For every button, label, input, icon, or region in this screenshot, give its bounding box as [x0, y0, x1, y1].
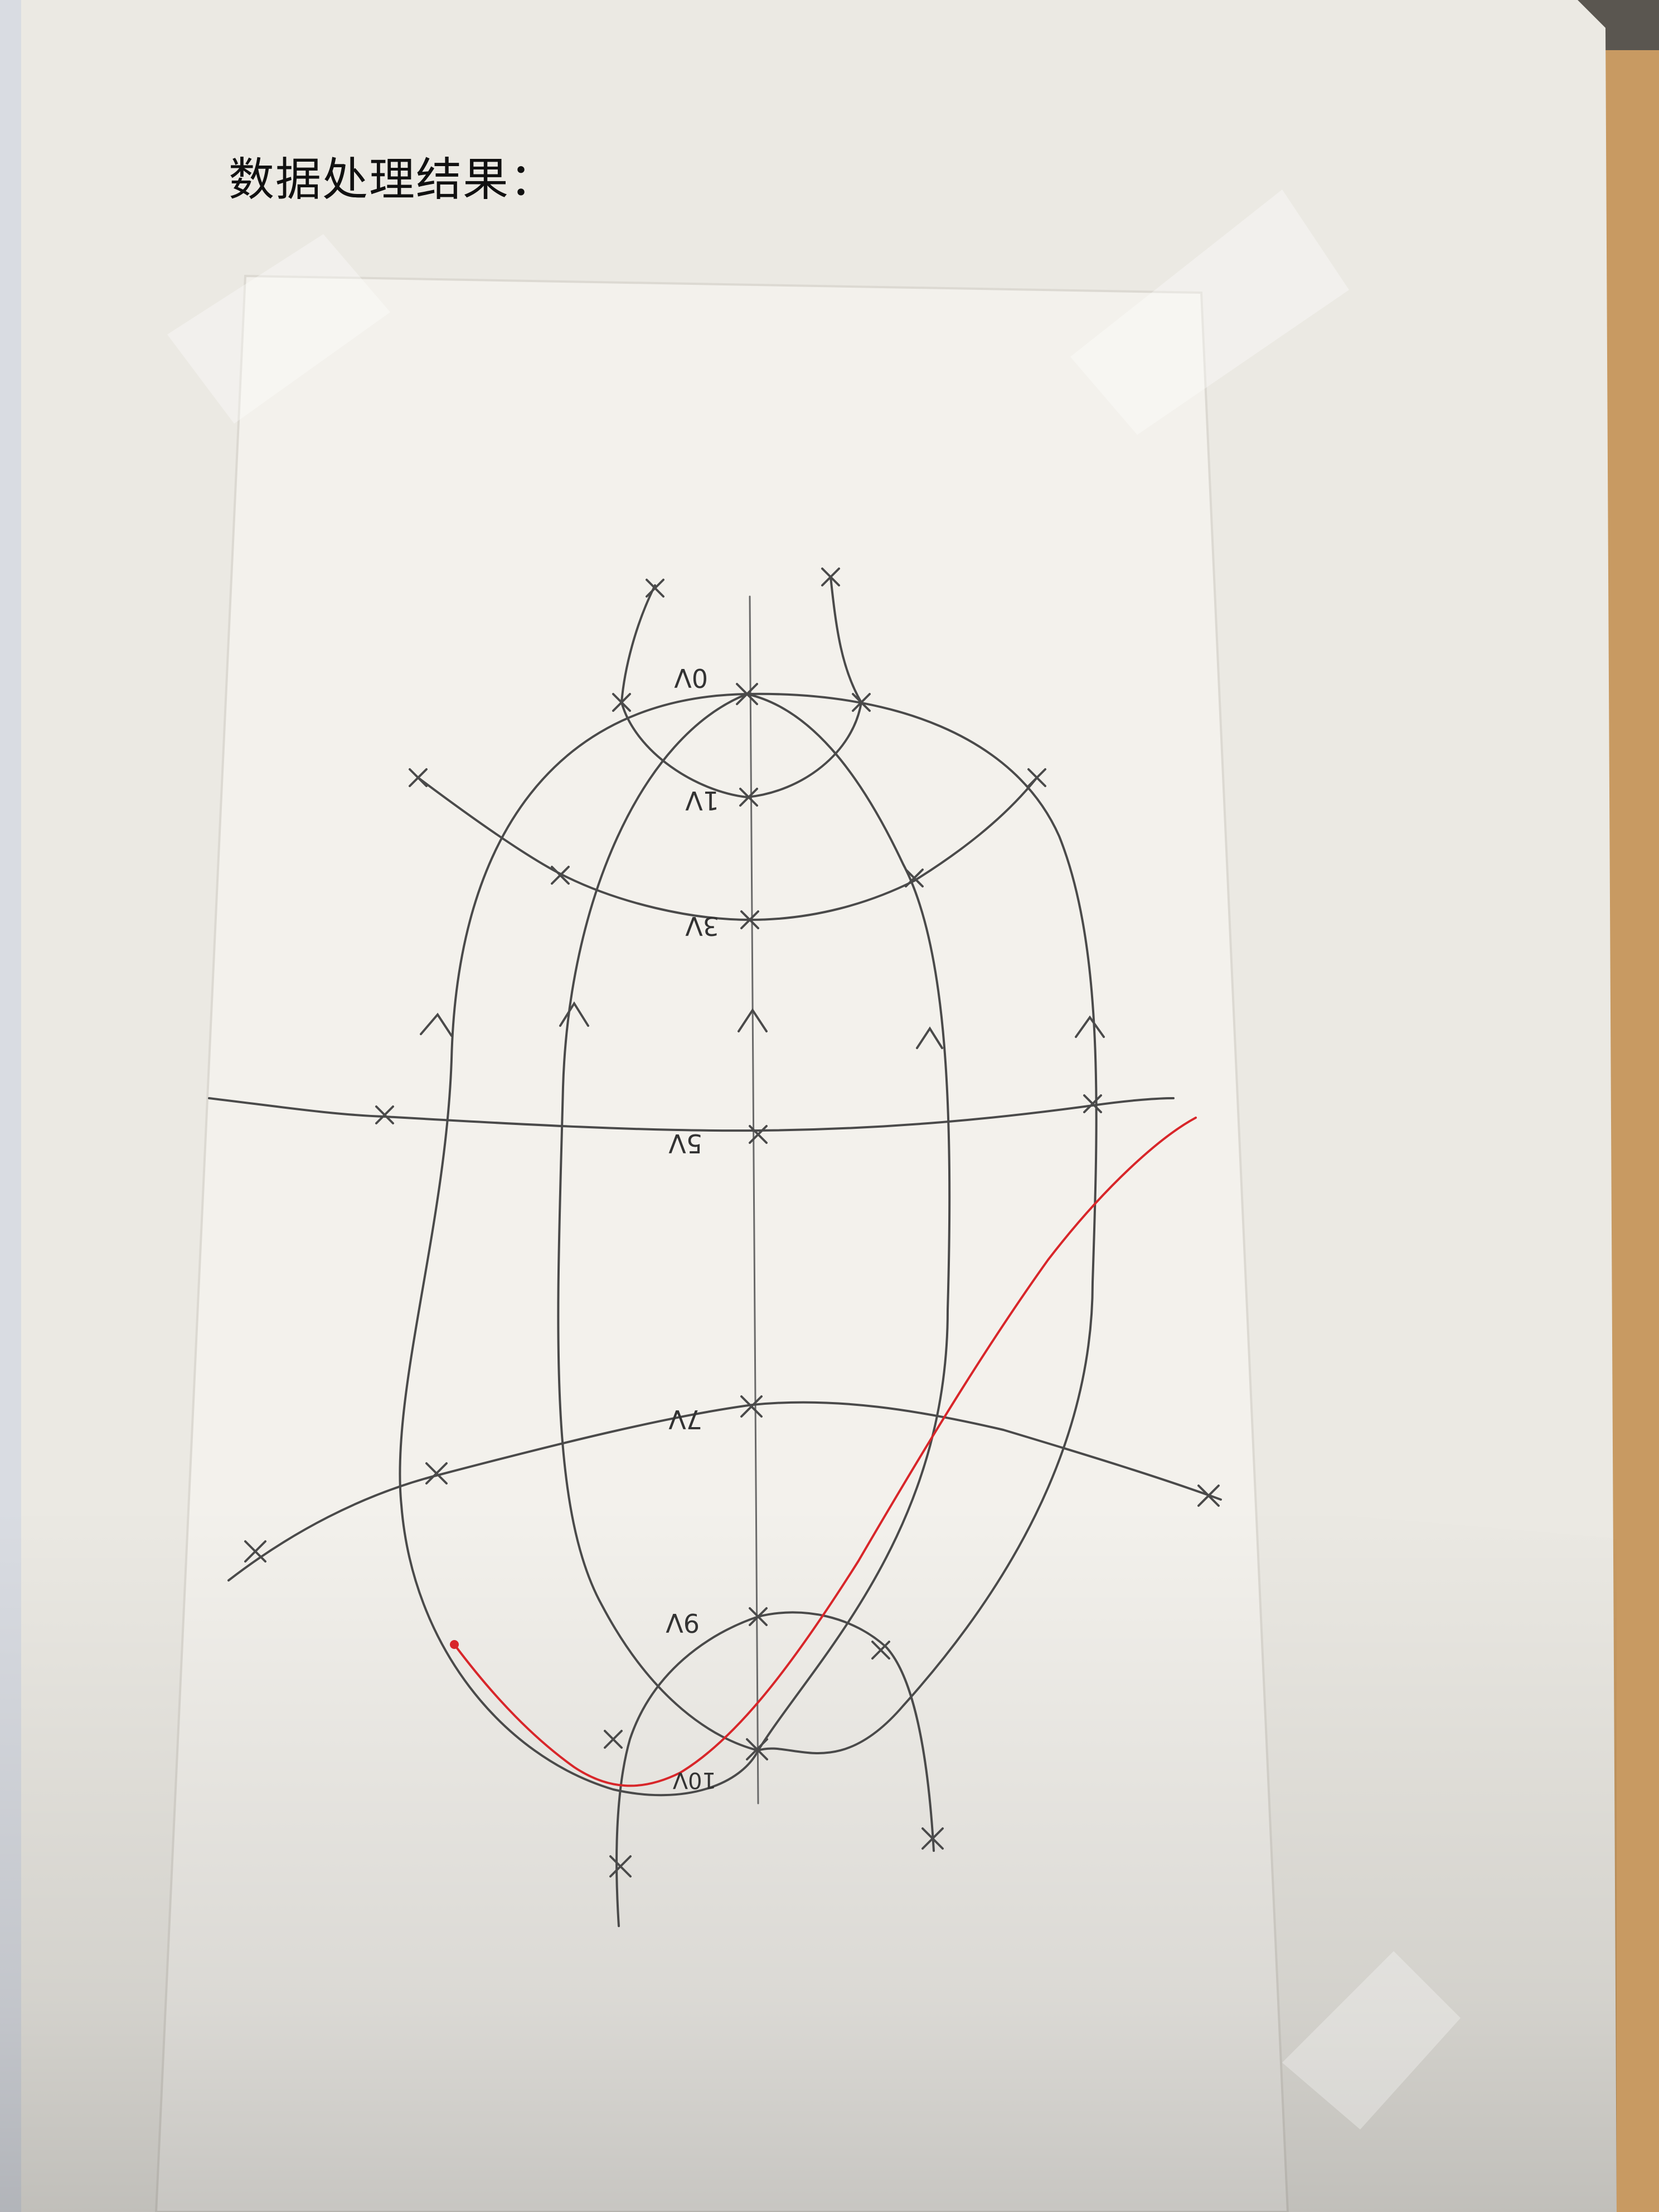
equipotential-3v [417, 777, 1038, 921]
tape-bottom-right [1282, 1951, 1461, 2129]
x-mark [746, 1738, 768, 1760]
x-mark [646, 579, 664, 598]
label-3v: 3V [685, 911, 719, 941]
tape-top-left [167, 234, 390, 424]
arrow-5 [1075, 1015, 1105, 1038]
equipotential-7v [227, 1401, 1222, 1582]
x-mark [375, 1105, 394, 1124]
results-heading: 数据处理结果： [229, 153, 557, 206]
x-mark [871, 1641, 890, 1660]
x-mark [749, 1125, 768, 1144]
arrow-2 [559, 1001, 589, 1027]
outer-loop [399, 692, 1098, 1797]
shadow [0, 1505, 1617, 2212]
label-0v: 0V [674, 663, 708, 693]
arrow-3 [738, 1008, 768, 1032]
arrow-4 [916, 1026, 943, 1049]
x-mark [244, 1540, 266, 1563]
x-mark [609, 1855, 632, 1878]
x-mark [1027, 768, 1046, 787]
label-1v: 1V [685, 785, 719, 816]
x-mark [740, 910, 759, 929]
x-mark [409, 768, 428, 787]
label-7v: 7V [668, 1404, 702, 1434]
x-mark [551, 866, 570, 885]
equipotential-10v [615, 1611, 935, 1927]
x-mark [736, 683, 758, 705]
x-mark [921, 1827, 944, 1850]
x-mark [749, 1607, 768, 1626]
label-9v: 9V [666, 1608, 700, 1638]
x-mark [1083, 1094, 1102, 1113]
tape-top-right [1070, 190, 1349, 435]
red-curve [453, 1117, 1197, 1787]
arrow-1 [420, 1012, 453, 1037]
x-mark [740, 1395, 763, 1418]
x-mark [905, 869, 924, 887]
measurement-marks [244, 567, 1220, 1878]
x-mark [425, 1462, 448, 1485]
x-mark [852, 693, 871, 712]
equipotential-0v [620, 576, 863, 799]
label-5v: 5V [668, 1128, 702, 1158]
label-10v: 10V [672, 1767, 716, 1793]
x-mark [612, 693, 631, 712]
equipotential-5v [208, 1097, 1175, 1132]
red-curve-start-dot [450, 1640, 459, 1649]
x-mark [821, 567, 840, 586]
x-mark [1197, 1485, 1220, 1507]
x-mark [604, 1730, 623, 1749]
x-mark [739, 788, 758, 807]
